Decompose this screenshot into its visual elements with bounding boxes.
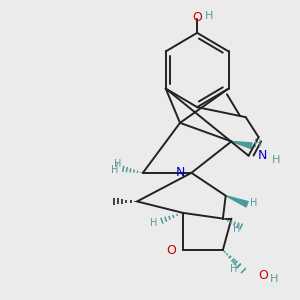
Text: H: H (272, 155, 280, 165)
Text: H: H (111, 165, 118, 175)
Text: H: H (150, 218, 157, 228)
Polygon shape (226, 196, 248, 207)
Text: H: H (232, 224, 240, 234)
Polygon shape (231, 141, 252, 148)
Text: O: O (167, 244, 176, 256)
Text: H: H (204, 11, 213, 21)
Text: '': '' (114, 163, 118, 172)
Text: O: O (192, 11, 202, 24)
Text: O: O (258, 269, 268, 282)
Text: H: H (114, 159, 122, 169)
Text: H: H (270, 274, 278, 284)
Text: N: N (175, 167, 185, 179)
Text: N: N (258, 149, 268, 162)
Text: H: H (250, 198, 257, 208)
Text: H: H (230, 264, 237, 274)
Text: H: H (254, 139, 262, 149)
